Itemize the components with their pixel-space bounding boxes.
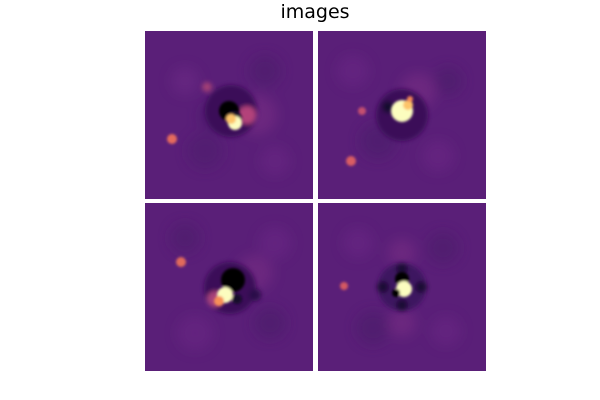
image-panel-bottom-left [145, 203, 313, 371]
image-bottom-right [318, 203, 486, 371]
image-top-right [318, 31, 486, 199]
image-top-left [145, 31, 313, 199]
image-panel-top-right [318, 31, 486, 199]
image-panel-top-left [145, 31, 313, 199]
image-bottom-left [145, 203, 313, 371]
figure-title: images [280, 1, 350, 23]
image-panel-bottom-right [318, 203, 486, 371]
